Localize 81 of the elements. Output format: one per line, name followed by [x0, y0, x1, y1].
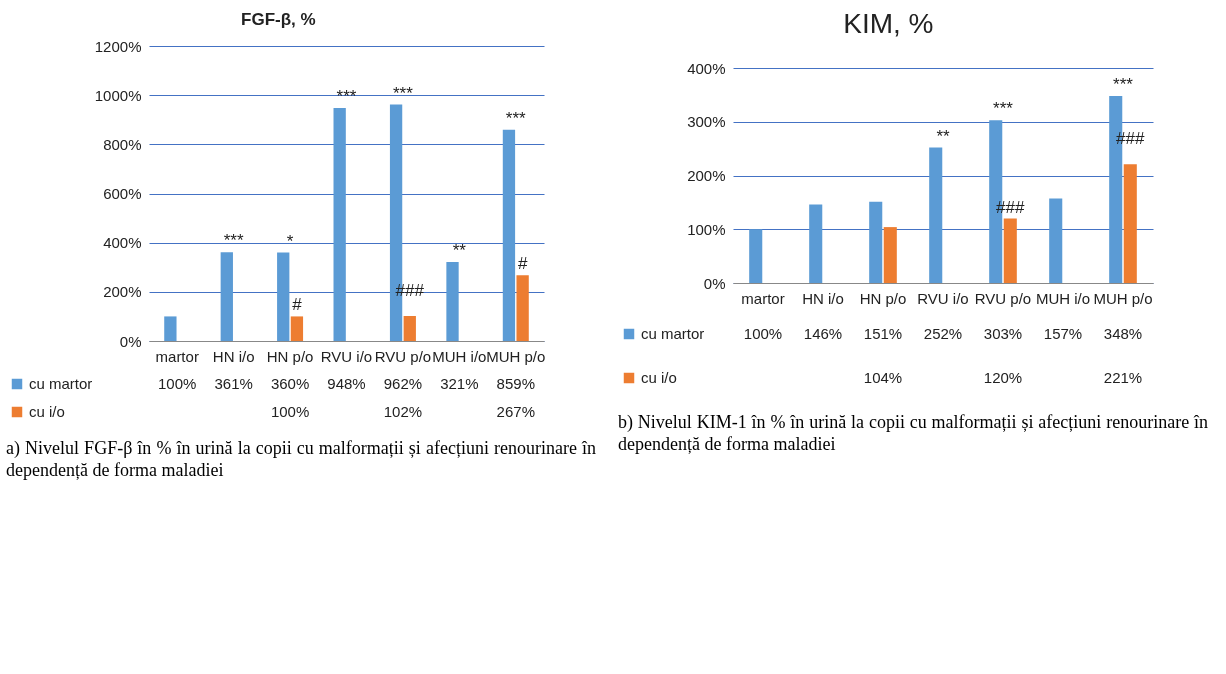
- data-label: 348%: [1103, 325, 1143, 342]
- legend-label: cu i/o: [641, 369, 677, 386]
- legend-label: cu martor: [29, 375, 93, 392]
- data-label: 321%: [440, 375, 479, 392]
- bar: [290, 316, 304, 341]
- data-label: 303%: [983, 325, 1023, 342]
- x-tick-label: HN p/o: [859, 289, 907, 307]
- x-tick-label: martor: [155, 347, 199, 365]
- x-tick-label: MUH p/o: [1093, 289, 1153, 307]
- bar: [809, 204, 823, 283]
- y-tick-label: 100%: [687, 220, 726, 238]
- x-tick-label: RVU p/o: [974, 289, 1032, 307]
- x-tick-label: martor: [741, 289, 785, 307]
- x-tick-label: MUH p/o: [486, 347, 546, 365]
- x-tick-label: HN i/o: [802, 289, 844, 307]
- annotation: #: [292, 295, 303, 315]
- data-label: 157%: [1043, 325, 1083, 342]
- annotation: ***: [505, 108, 527, 128]
- data-label: 948%: [327, 375, 366, 392]
- chart-title: KIM, %: [843, 8, 934, 39]
- bar: [516, 275, 529, 341]
- bar: [883, 227, 897, 283]
- data-label: 360%: [270, 375, 310, 392]
- bar: [929, 147, 943, 283]
- x-tick-label: HN p/o: [266, 347, 314, 365]
- annotation: **: [936, 126, 950, 146]
- text: b) Nivelul KIM-1 în % în urină la copii cu malformații și afecțiuni renourinare în dependență de forma maladiei: [618, 411, 1208, 455]
- annotation: ***: [223, 231, 244, 251]
- y-tick-label: 400%: [103, 234, 142, 252]
- data-label: 100%: [743, 325, 783, 342]
- bar: [1049, 198, 1063, 283]
- data-label: 120%: [983, 369, 1023, 386]
- data-label: 962%: [383, 375, 423, 392]
- y-tick-label: 0%: [119, 332, 142, 350]
- annotation: **: [452, 241, 467, 261]
- data-label: 151%: [863, 325, 903, 342]
- y-tick-label: 0%: [703, 274, 726, 292]
- bar: [1003, 218, 1017, 283]
- data-label: 100%: [158, 375, 197, 392]
- bar: [277, 252, 290, 341]
- bar: [502, 129, 516, 341]
- data-label: 267%: [496, 403, 535, 420]
- y-tick-label: 300%: [687, 113, 726, 131]
- text: a) Nivelul FGF-β în % în urină la copii cu malformații și afecțiuni renourinare în dependență de forma maladiei: [6, 437, 596, 481]
- y-tick-label: 1200%: [94, 37, 142, 55]
- bar: [869, 201, 883, 283]
- bar: [403, 315, 416, 341]
- x-tick-label: MUH i/o: [1035, 289, 1091, 307]
- data-label: 859%: [496, 375, 535, 392]
- legend-label: cu martor: [641, 325, 705, 342]
- annotation: ***: [1113, 74, 1134, 94]
- data-label: 221%: [1103, 369, 1143, 386]
- y-tick-label: 400%: [687, 59, 726, 77]
- annotation: ***: [993, 99, 1014, 119]
- chart-title: FGF-β, %: [241, 10, 316, 29]
- data-label: 100%: [270, 403, 310, 420]
- annotation: *: [286, 231, 294, 251]
- y-tick-label: 200%: [103, 283, 142, 301]
- x-tick-label: RVU p/o: [374, 347, 432, 365]
- data-label: 361%: [214, 375, 253, 392]
- legend-label: cu i/o: [29, 403, 65, 420]
- x-tick-label: RVU i/o: [320, 347, 373, 365]
- annotation: ***: [393, 83, 414, 103]
- data-label: 102%: [383, 403, 423, 420]
- bar: [446, 262, 459, 341]
- bar: [1123, 164, 1137, 283]
- data-label: 104%: [863, 369, 903, 386]
- y-tick-label: 1000%: [94, 86, 142, 104]
- y-tick-label: 600%: [103, 185, 142, 202]
- bar: [333, 107, 346, 341]
- x-tick-label: HN i/o: [212, 347, 255, 365]
- x-tick-label: RVU i/o: [917, 289, 969, 307]
- y-tick-label: 200%: [687, 167, 726, 184]
- data-label: 252%: [923, 325, 963, 342]
- bar: [749, 229, 763, 283]
- y-tick-label: 800%: [103, 135, 142, 153]
- annotation: #: [517, 254, 528, 274]
- data-label: 146%: [803, 325, 843, 342]
- bar: [220, 252, 233, 341]
- x-tick-label: MUH i/o: [432, 347, 487, 365]
- bar: [164, 316, 177, 341]
